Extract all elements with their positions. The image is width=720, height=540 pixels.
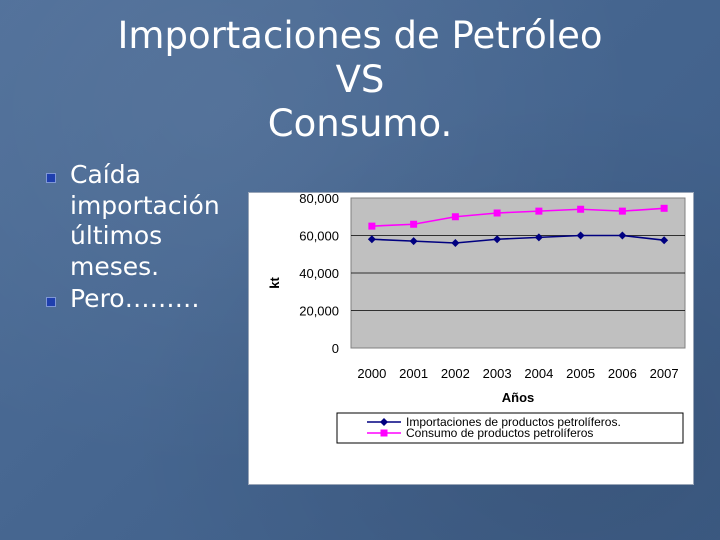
- slide-title: Importaciones de Petróleo VS Consumo.: [0, 14, 720, 146]
- line-chart: 0 20,000 40,000 60,000 80,000 2000 2001 2002 200…: [267, 193, 686, 444]
- x-tick-label: 2007: [650, 366, 679, 381]
- data-point-diamond: [576, 231, 585, 240]
- title-line-3: Consumo.: [267, 102, 453, 145]
- y-tick-label: 20,000: [299, 304, 339, 319]
- bullet-text-1: Caída importación últimos meses.: [70, 160, 220, 281]
- data-point-diamond: [618, 231, 627, 240]
- data-point-diamond: [451, 239, 460, 247]
- y-tick-label: 80,000: [299, 193, 339, 206]
- x-tick-label: 2005: [566, 366, 595, 381]
- x-tick-label: 2001: [399, 366, 428, 381]
- data-point-diamond: [534, 233, 543, 242]
- bullet-item-2: Pero………: [42, 284, 242, 315]
- bullet-item-1: Caída importación últimos meses.: [42, 160, 242, 282]
- data-point-square: [368, 222, 376, 230]
- data-point-square: [577, 205, 585, 213]
- legend-label-1: Importaciones de productos petrolíferos.: [406, 415, 621, 429]
- title-line-1: Importaciones de Petróleo: [117, 14, 603, 57]
- x-tick-label: 2006: [608, 366, 637, 381]
- data-point-diamond: [367, 235, 376, 244]
- y-tick-label: 40,000: [299, 266, 339, 281]
- title-line-2: VS: [335, 58, 385, 101]
- x-tick-label: 2002: [441, 366, 470, 381]
- y-tick-label: 60,000: [299, 229, 339, 244]
- square-bullet-icon: [46, 297, 56, 307]
- chart-container: 0 20,000 40,000 60,000 80,000 2000 2001 2002 200…: [248, 192, 694, 485]
- square-bullet-icon: [46, 173, 56, 183]
- data-point-square: [451, 213, 459, 221]
- y-tick-label: 0: [332, 341, 339, 356]
- x-tick-label: 2004: [524, 366, 553, 381]
- x-axis-label: Años: [502, 390, 535, 405]
- legend-marker-square: [380, 429, 388, 437]
- x-tick-label: 2000: [357, 366, 386, 381]
- bullet-list: Caída importación últimos meses. Pero………: [42, 160, 242, 317]
- bullet-text-2: Pero………: [70, 284, 200, 313]
- x-tick-label: 2003: [483, 366, 512, 381]
- legend-label-2: Consumo de productos petrolíferos: [406, 426, 593, 440]
- data-point-square: [618, 207, 626, 215]
- y-axis-label: kt: [267, 277, 282, 289]
- legend-box: [336, 412, 684, 444]
- data-point-square: [660, 204, 668, 212]
- data-point-diamond: [660, 236, 669, 245]
- data-point-diamond: [493, 235, 502, 244]
- series-line-1: [371, 234, 665, 244]
- data-point-square: [535, 207, 543, 215]
- data-point-square: [410, 220, 418, 228]
- data-point-diamond: [409, 237, 418, 246]
- series-line-2: [371, 207, 665, 227]
- data-point-square: [493, 209, 501, 217]
- legend-marker-diamond: [380, 418, 388, 426]
